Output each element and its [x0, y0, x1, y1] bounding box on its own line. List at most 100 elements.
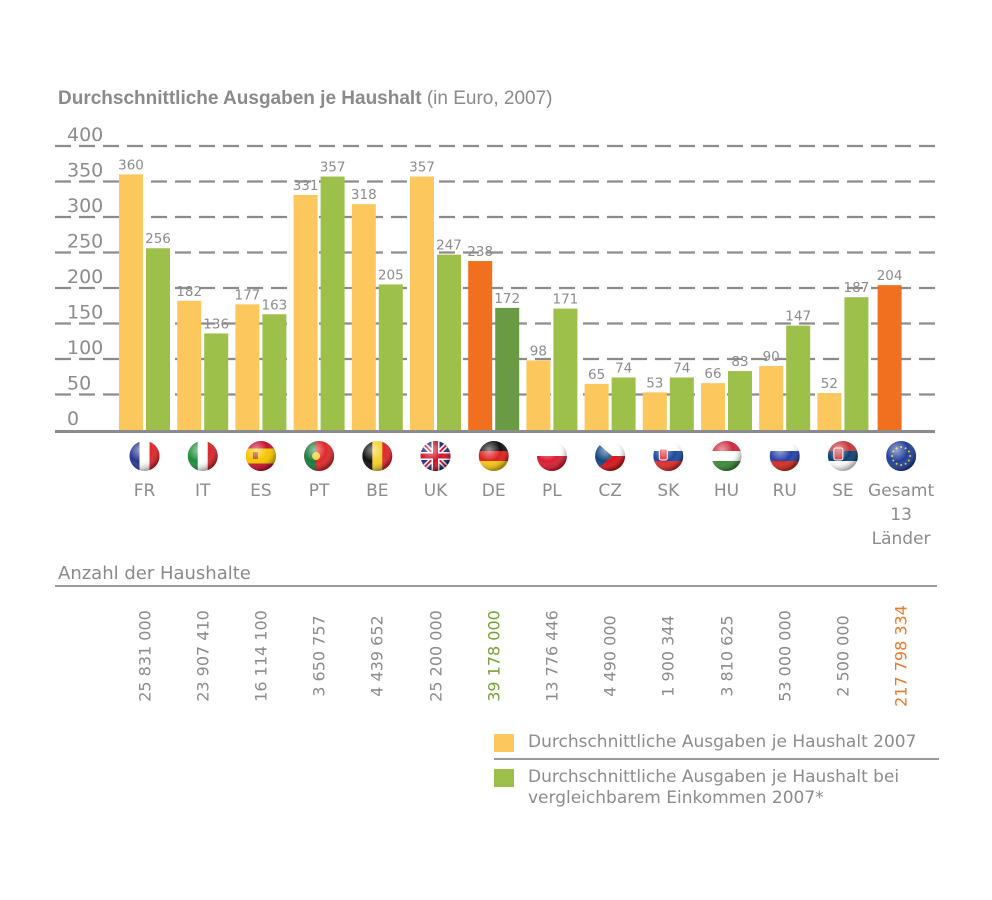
bar-series2-es — [262, 314, 287, 430]
legend: Durchschnittliche Ausgaben je Haushalt 2… — [494, 732, 939, 809]
value-label: 177 — [235, 287, 261, 303]
x-tick-label: HU — [714, 481, 739, 501]
flag-hungary-icon — [711, 441, 742, 471]
household-count-text: 39 178 000 — [484, 610, 504, 702]
x-tick-label: DE — [482, 481, 506, 501]
x-tick-label: SK — [657, 481, 680, 501]
bar-series1-it — [177, 300, 202, 430]
household-count: 25 831 000 — [133, 600, 157, 712]
household-count: 217 798 334 — [889, 600, 913, 712]
value-label: 163 — [262, 297, 288, 313]
household-count-text: 4 490 000 — [600, 615, 620, 697]
flag-spain-icon — [245, 441, 276, 471]
household-count-text: 3 650 757 — [309, 615, 329, 697]
x-tick-label: SE — [832, 481, 854, 501]
bar-series2-be — [378, 284, 403, 430]
bar-series2-cz — [611, 377, 636, 430]
legend-item-series1: Durchschnittliche Ausgaben je Haushalt 2… — [494, 732, 939, 753]
household-count-text: 25 831 000 — [135, 610, 154, 702]
value-label: 74 — [673, 360, 690, 376]
legend-item-series2: Durchschnittliche Ausgaben je Haushalt b… — [494, 767, 939, 809]
value-label: 331 — [293, 178, 319, 194]
household-count: 3 650 757 — [307, 600, 331, 712]
bar-series1-se — [817, 393, 842, 430]
bar-series1-ru — [759, 366, 784, 430]
legend-label-series1: Durchschnittliche Ausgaben je Haushalt 2… — [528, 732, 916, 753]
bar-series1-fr — [119, 174, 143, 430]
flag-italy-icon — [187, 441, 218, 471]
bar-series1-be — [351, 204, 376, 430]
value-label: 256 — [145, 231, 171, 247]
bar-series2-ru — [786, 325, 811, 430]
bar-series2-pl — [553, 308, 578, 430]
legend-label-series1-text: Durchschnittliche Ausgaben je Haushalt 2… — [528, 732, 917, 752]
flag-eu-icon — [886, 441, 917, 471]
flag-russia-icon — [769, 441, 800, 471]
x-tick-label: BE — [366, 481, 388, 501]
bar-series1-pl — [526, 360, 551, 430]
household-count: 4 439 652 — [365, 600, 389, 712]
household-count: 16 114 100 — [249, 600, 273, 712]
flag-belgium-icon — [362, 441, 393, 471]
value-label: 318 — [351, 187, 377, 203]
household-count: 13 776 446 — [540, 600, 564, 712]
y-tick-label: 350 — [67, 160, 103, 182]
household-count-text: 53 000 000 — [775, 610, 795, 702]
x-tick-label: PT — [309, 481, 330, 501]
household-count-text: 217 798 334 — [891, 605, 911, 707]
value-label: 98 — [530, 343, 547, 359]
bar-series1-es — [235, 304, 260, 430]
bar-series2-pt — [320, 176, 345, 430]
value-label: 182 — [176, 284, 202, 300]
y-tick-label: 400 — [67, 124, 103, 146]
value-label: 204 — [877, 268, 903, 284]
x-axis-labels: FR IT ES PT BE UK DE PL CZ SK HU RU SE Gesamt 13 Länder — [134, 481, 935, 549]
household-count-text: 1 900 344 — [658, 615, 678, 697]
household-count: 53 000 000 — [773, 600, 797, 712]
flag-serbia-icon — [827, 441, 858, 471]
household-count: 39 178 000 — [482, 600, 506, 712]
bar-series2-fr — [146, 248, 170, 430]
value-label: 205 — [378, 267, 404, 283]
bar-series2-hu — [728, 371, 752, 430]
value-label: 66 — [704, 366, 721, 382]
bar-series2-sk — [669, 377, 694, 430]
y-tick-label: 150 — [67, 302, 103, 324]
household-count: 2 500 000 — [831, 600, 855, 712]
bar-series1-de — [468, 261, 493, 430]
y-tick-label: 200 — [67, 266, 103, 288]
chart-title: Durchschnittliche Ausgaben je Haushalt (… — [58, 88, 553, 110]
legend-divider — [494, 758, 939, 760]
households-divider — [55, 585, 937, 587]
household-count: 25 200 000 — [424, 600, 448, 712]
x-tick-label: IT — [195, 481, 211, 501]
legend-label-series2-line1: Durchschnittliche Ausgaben je Haushalt b… — [528, 767, 900, 787]
bar-series2-it — [204, 333, 229, 430]
flag-slovakia-icon — [653, 441, 684, 471]
household-count-text: 2 500 000 — [833, 615, 853, 697]
y-tick-label: 100 — [67, 337, 103, 359]
y-axis-ticks: 0 50 100 150 200 250 300 350 400 — [67, 124, 103, 430]
bar-series1-sk — [642, 392, 667, 430]
household-count-text: 3 810 625 — [717, 615, 736, 697]
value-label: 65 — [588, 367, 605, 383]
legend-label-series2: Durchschnittliche Ausgaben je Haushalt b… — [528, 767, 899, 809]
chart-title-bold: Durchschnittliche Ausgaben je Haushalt — [58, 88, 422, 109]
y-tick-label: 250 — [67, 231, 103, 253]
value-label: 171 — [553, 292, 579, 308]
households-title: Anzahl der Haushalte — [58, 563, 251, 584]
value-label: 52 — [821, 376, 838, 392]
x-tick-label: ES — [250, 481, 272, 501]
y-tick-label: 0 — [67, 408, 79, 430]
value-label: 357 — [320, 160, 346, 176]
flag-france-icon — [129, 441, 160, 471]
household-count-text: 23 907 410 — [193, 610, 213, 702]
x-tick-label: RU — [773, 481, 797, 501]
x-tick-label: FR — [134, 481, 156, 501]
value-label: 90 — [763, 349, 780, 365]
flag-portugal-icon — [304, 441, 335, 471]
x-tick-label: Länder — [872, 529, 931, 549]
x-tick-label: 13 — [890, 505, 912, 525]
value-label: 172 — [494, 291, 520, 307]
